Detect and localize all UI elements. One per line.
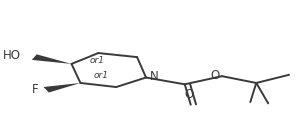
Polygon shape bbox=[32, 54, 72, 64]
Text: N: N bbox=[150, 70, 158, 83]
Text: O: O bbox=[184, 88, 194, 101]
Polygon shape bbox=[44, 83, 80, 92]
Text: HO: HO bbox=[3, 49, 21, 62]
Text: or1: or1 bbox=[89, 56, 104, 65]
Text: or1: or1 bbox=[94, 71, 109, 80]
Text: F: F bbox=[32, 83, 39, 96]
Text: O: O bbox=[210, 69, 220, 82]
